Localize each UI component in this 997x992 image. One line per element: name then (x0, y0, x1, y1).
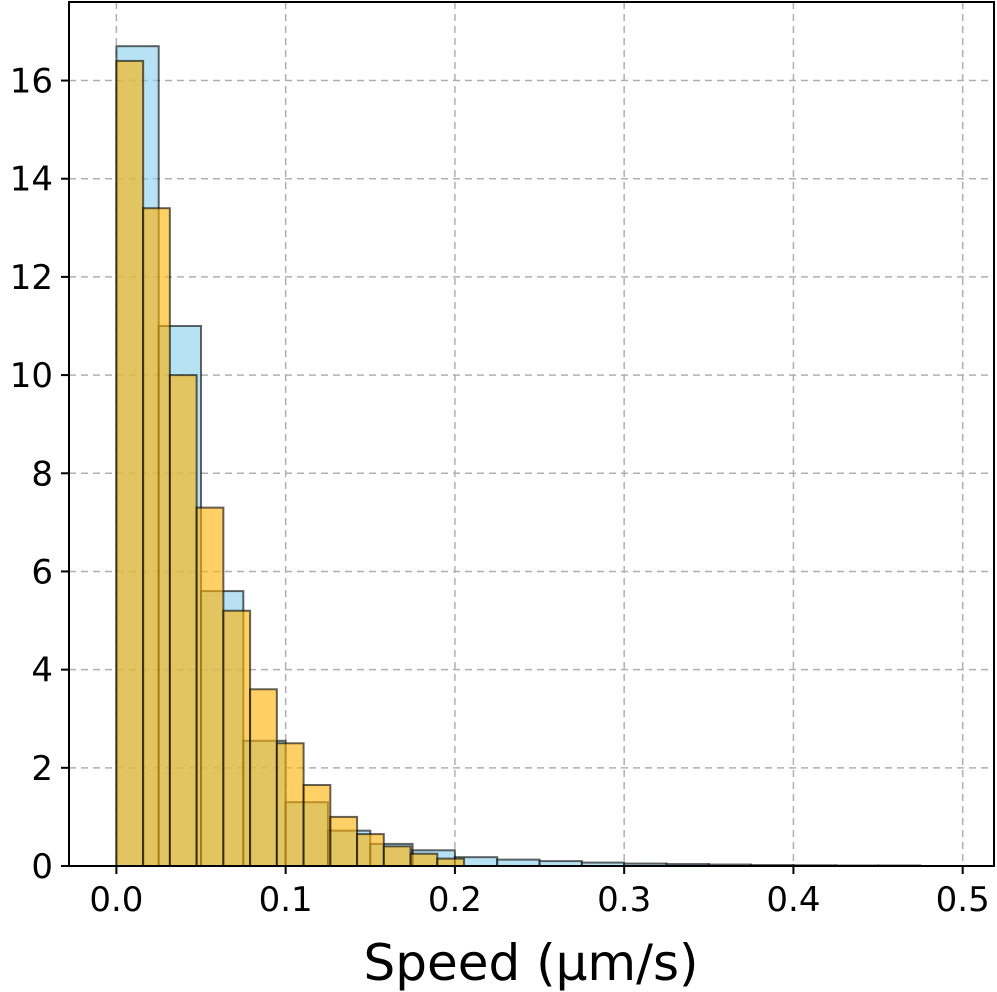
x-axis-label: Speed (μm/s) (363, 934, 698, 992)
y-tick-label: 12 (10, 258, 53, 298)
x-tick-label: 0.4 (766, 880, 820, 920)
histogram-bar-series-2 (436, 857, 466, 867)
y-tick-label: 16 (10, 62, 53, 102)
y-tick-label: 2 (31, 749, 53, 789)
y-tick-label: 8 (31, 454, 53, 494)
histogram-bar-series-2 (329, 815, 359, 868)
y-tick-label: 6 (31, 552, 53, 592)
histogram-bar-series-2 (356, 833, 385, 867)
grid (69, 2, 994, 867)
plot-frame (68, 1, 995, 867)
histogram-bar-series-2 (249, 688, 278, 867)
histogram-bar-series-2 (302, 784, 332, 867)
x-tick-label: 0.2 (428, 880, 482, 920)
histogram-bar-series-2 (275, 742, 305, 867)
axis-ticks: 0.0 0.1 0.2 0.3 0.4 0.5 0 2 4 6 8 10 12 14 16 (10, 62, 990, 920)
histogram-bar-series-2 (115, 59, 145, 867)
histogram-bar-series-2 (382, 845, 412, 868)
y-tick-label: 0 (31, 847, 53, 887)
x-tick-label: 0.0 (89, 880, 143, 920)
histogram-bar-series-2 (195, 506, 225, 867)
x-tick-label: 0.5 (936, 880, 990, 920)
x-tick-label: 0.1 (259, 880, 313, 920)
x-tick-label: 0.3 (597, 880, 651, 920)
histogram-bar-series-2 (222, 609, 252, 868)
histogram-bar-series-2 (409, 852, 439, 868)
histogram-bars (115, 45, 922, 868)
y-tick-label: 14 (10, 160, 53, 200)
histogram-bar-series-2 (142, 207, 171, 867)
histogram-bar-series-2 (168, 374, 198, 867)
y-tick-label: 10 (10, 356, 53, 396)
y-tick-label: 4 (31, 651, 53, 691)
